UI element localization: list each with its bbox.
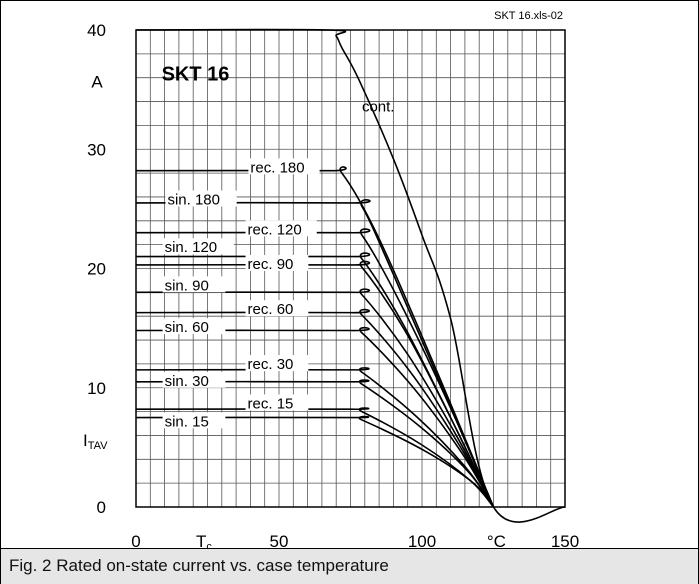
series-line-cont: [135, 28, 566, 523]
plot-border: [135, 29, 566, 508]
series-label-bg: [162, 412, 226, 429]
series-label-rec-90: rec. 90: [248, 256, 294, 273]
tick-labels: 0 10 20 30 40 0 50 100 150: [87, 21, 579, 551]
series-label-cont: cont.: [362, 99, 395, 116]
y-tick-label: 30: [87, 140, 106, 159]
y-tick-label: 10: [87, 379, 106, 398]
device-name: SKT 16: [162, 64, 230, 86]
series-label-bg: [245, 220, 317, 237]
series-label-sin-15: sin. 15: [165, 413, 209, 430]
series-label-sin-120: sin. 120: [165, 239, 218, 256]
series-label-bg: [245, 300, 309, 317]
series-label-bg: [248, 158, 320, 175]
series-label-bg: [245, 394, 309, 411]
series-label-rec-180: rec. 180: [250, 159, 304, 176]
y-unit-label: A: [91, 73, 103, 92]
series-label-bg: [162, 238, 234, 255]
svg-text:ITAV: ITAV: [83, 431, 108, 452]
x-tick-label: 0: [131, 532, 140, 551]
y-axis-symbol: ITAV: [83, 431, 108, 452]
series-label-bg: [162, 371, 226, 388]
caption-bar: Fig. 2 Rated on-state current vs. case t…: [1, 548, 698, 584]
series-label-bg: [245, 254, 309, 271]
file-reference: SKT 16.xls-02: [494, 10, 563, 22]
series-label-sin-60: sin. 60: [165, 319, 209, 336]
x-tick-label: 100: [408, 532, 436, 551]
y-tick-label: 20: [87, 260, 106, 279]
series-label-bg: [162, 318, 226, 335]
series-label-sin-90: sin. 90: [165, 277, 209, 294]
series-label-rec-120: rec. 120: [248, 221, 302, 238]
series-label-rec-15: rec. 15: [248, 395, 294, 412]
series-line-sin-30: [135, 379, 495, 508]
series-layer: cont. rec. 180 sin. 180 rec. 120 sin. 120 rec…: [135, 28, 566, 523]
x-unit-label: °C: [487, 532, 506, 551]
series-label-sin-30: sin. 30: [165, 373, 209, 390]
x-tick-label: 50: [270, 532, 289, 551]
series-label-sin-180: sin. 180: [167, 192, 220, 209]
series-label-rec-60: rec. 60: [248, 301, 294, 318]
series-line-sin-60: [135, 326, 495, 508]
series-line-sin-15: [135, 415, 495, 508]
series-label-rec-30: rec. 30: [248, 356, 294, 373]
x-tick-label: 150: [551, 532, 579, 551]
series-label-bg: [162, 276, 226, 293]
y-tick-label: 40: [87, 21, 106, 40]
figure-caption: Fig. 2 Rated on-state current vs. case t…: [9, 556, 389, 575]
y-tick-label: 0: [97, 498, 106, 517]
series-label-bg: [165, 190, 237, 207]
series-line-sin-90: [135, 288, 495, 508]
series-label-bg: [245, 355, 309, 372]
grid: [136, 30, 565, 507]
